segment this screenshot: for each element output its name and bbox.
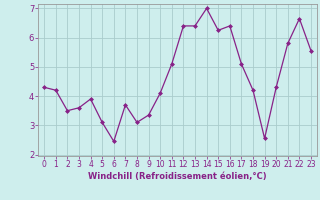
X-axis label: Windchill (Refroidissement éolien,°C): Windchill (Refroidissement éolien,°C) — [88, 172, 267, 181]
